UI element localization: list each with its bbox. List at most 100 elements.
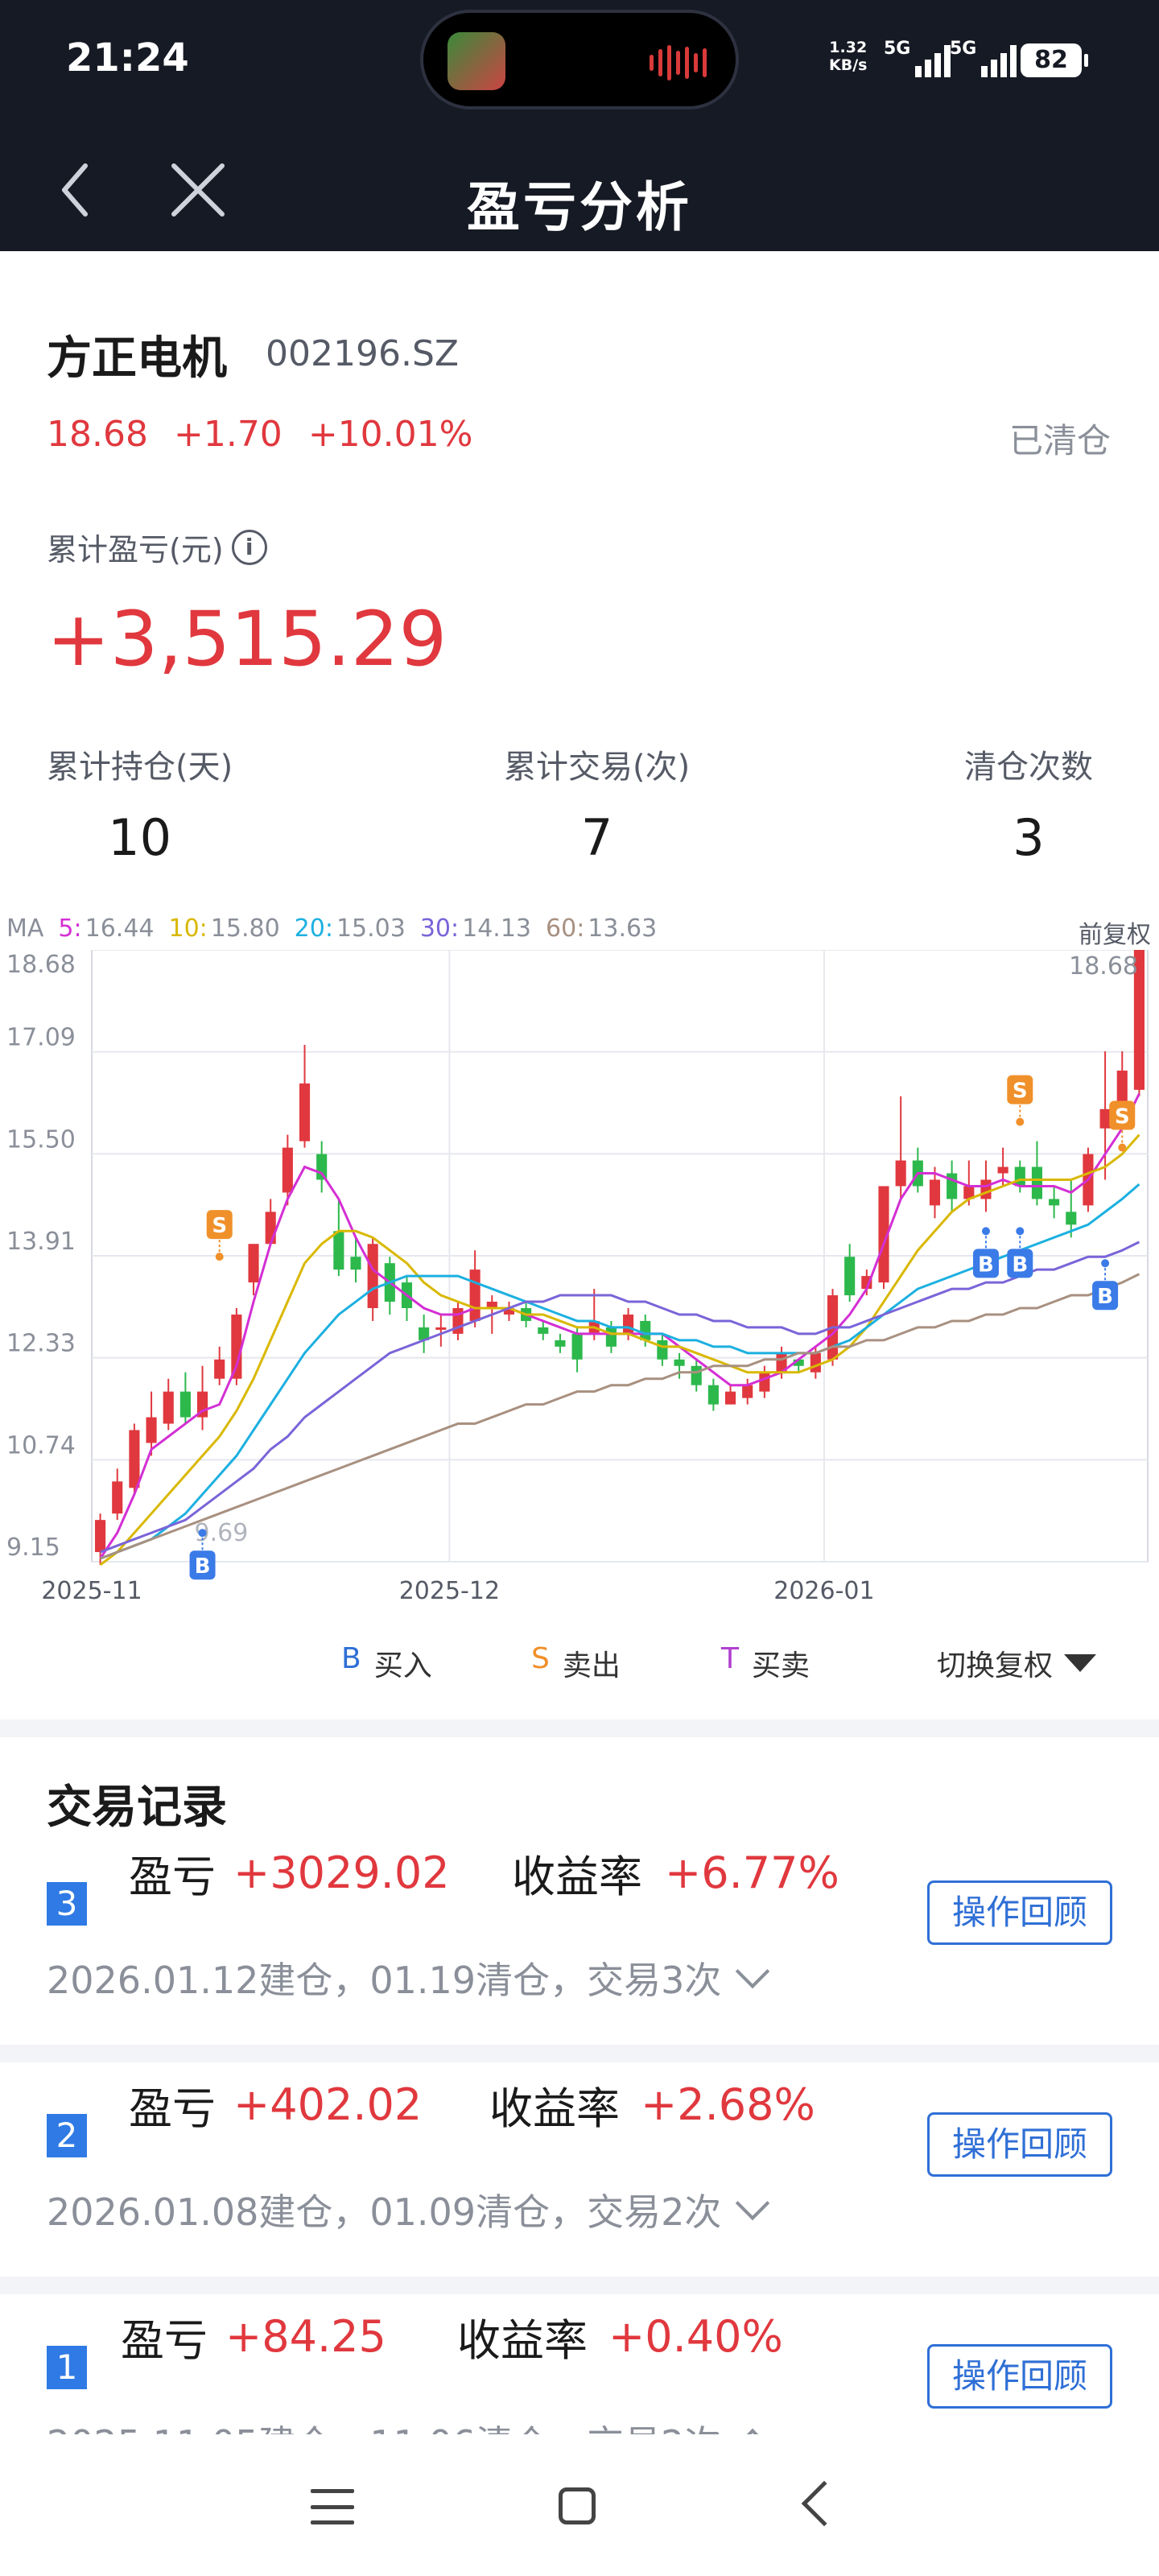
section-divider [0, 1719, 1159, 1737]
stat-trade-count: 累计交易(次) 7 [504, 749, 691, 867]
candle-body [674, 1359, 685, 1366]
battery-icon: 82 [1021, 43, 1088, 77]
candle-body [231, 1314, 242, 1379]
position-status: 已清仓 [1008, 421, 1111, 460]
max-price-label: 18.68 [1069, 952, 1138, 980]
candle-body [538, 1327, 549, 1334]
candle-body [895, 1160, 906, 1187]
ma30-line [100, 1241, 1140, 1554]
x-tick-label: 2025-11 [41, 1577, 142, 1605]
candle-body [810, 1352, 821, 1373]
stat-clear-count: 清仓次数 3 [964, 749, 1093, 867]
candle-body [333, 1231, 344, 1270]
candle-body [1099, 1108, 1111, 1129]
trade-marker-s [1109, 1100, 1136, 1130]
ma-legend: MA 5: 16.44 10: 15.80 20: 15.03 30: 14.13 60… [6, 914, 658, 943]
review-button[interactable]: 操作回顾 [927, 2112, 1112, 2177]
review-button[interactable]: 操作回顾 [927, 1880, 1112, 1945]
section-divider [0, 2277, 1159, 2294]
trade-marker-label: S [1013, 1080, 1028, 1104]
menu-icon[interactable] [311, 2489, 354, 2524]
stats-row: 累计持仓(天) 10 累计交易(次) 7 清仓次数 3 [47, 741, 1112, 869]
candle-body [179, 1391, 191, 1418]
switch-adjust-button[interactable]: 切换复权 [937, 1642, 1097, 1684]
candle-body [793, 1359, 804, 1366]
candle-body [555, 1340, 566, 1347]
candle-body [724, 1391, 736, 1405]
record-index-badge: 3 [47, 1882, 87, 1926]
legend-sell: S 卖出 [531, 1642, 621, 1682]
ma10-legend: 10: 15.80 [168, 914, 280, 943]
legend-buy: B 买入 [341, 1642, 432, 1682]
record-detail: 2026.01.08建仓，01.09清仓，交易2次 [47, 2190, 722, 2234]
candle-body [112, 1481, 123, 1514]
candle-body [248, 1244, 259, 1283]
stock-change: +1.70 [173, 414, 283, 455]
status-bar: 21:24 1.32 KB/s 5G 5G 82 [0, 0, 1159, 129]
y-tick-label: 10.74 [6, 1431, 76, 1459]
marker-dot [198, 1529, 207, 1538]
trade-marker-s [206, 1210, 233, 1240]
x-tick-label: 2025-12 [399, 1577, 500, 1605]
chevron-down-icon[interactable] [736, 1954, 770, 1989]
app-thumbnail-icon [448, 32, 505, 90]
trade-record-1[interactable]: 1 盈亏 +84.25 收益率 +0.40% 操作回顾 2025.11.05建仓… [0, 2315, 1159, 2434]
stock-code: 002196.SZ [266, 333, 460, 374]
ma20-line [100, 1183, 1140, 1560]
trade-record-2[interactable]: 2 盈亏 +402.02 收益率 +2.68% 操作回顾 2026.01.08建… [0, 2079, 1159, 2285]
stock-price: 18.68 [47, 414, 148, 455]
kline-chart[interactable]: 18.68 17.09 15.50 13.91 12.33 10.74 9.15 2025-1… [0, 950, 1159, 1610]
candle-body [691, 1365, 702, 1385]
candle-body [469, 1269, 481, 1321]
signal-sim2-icon: 5G [950, 39, 1017, 77]
trade-marker-label: S [212, 1214, 227, 1238]
candle-body [1116, 1070, 1128, 1103]
candle-body [707, 1385, 719, 1405]
back-icon[interactable] [801, 2480, 848, 2527]
ma20-legend: 20: 15.03 [294, 914, 406, 943]
candle-body [316, 1154, 328, 1180]
ma5-legend: 5: 16.44 [58, 914, 155, 943]
stat-holding-days: 累计持仓(天) 10 [47, 749, 233, 867]
trade-marker-label: S [1115, 1105, 1130, 1129]
review-button[interactable]: 操作回顾 [927, 2344, 1112, 2409]
system-nav-bar [0, 2434, 1159, 2576]
marker-dot [1101, 1259, 1110, 1268]
close-icon[interactable] [166, 158, 230, 222]
trade-marker-label: B [1012, 1253, 1028, 1277]
trade-marker-label: B [1097, 1285, 1113, 1309]
candle-body [657, 1340, 668, 1360]
home-icon[interactable] [559, 2487, 596, 2524]
candle-body [571, 1333, 583, 1360]
candle-body [878, 1186, 889, 1283]
record-detail: 2025.11.05建仓，11.06清仓，交易2次 [47, 2415, 721, 2434]
info-icon[interactable]: i [231, 529, 267, 565]
adjust-mode-label[interactable]: 前复权 [1079, 921, 1151, 949]
trade-marker-b [972, 1249, 999, 1278]
clock: 21:24 [66, 35, 189, 80]
stock-change-pct: +10.01% [307, 414, 473, 455]
candle-body [503, 1307, 515, 1315]
candle-body [759, 1372, 770, 1392]
dynamic-island[interactable] [420, 10, 739, 109]
ma60-line [100, 1273, 1140, 1560]
marker-dot [1016, 1227, 1025, 1236]
chevron-down-icon[interactable] [736, 2186, 770, 2221]
chevron-left-icon[interactable] [45, 158, 109, 222]
page-title: 盈亏分析 [467, 176, 692, 238]
trade-marker-b [1007, 1249, 1033, 1278]
stock-name: 方正电机 [47, 332, 227, 385]
trade-record-3[interactable]: 3 盈亏 +3029.02 收益率 +6.77% 操作回顾 2026.01.12… [0, 1847, 1159, 2053]
record-rate: +0.40% [608, 2315, 783, 2362]
x-tick-label: 2026-01 [773, 1577, 874, 1605]
price-row: 18.68 +1.70 +10.01% [47, 414, 472, 455]
chevron-up-icon[interactable] [736, 2428, 770, 2434]
caret-down-icon [1064, 1654, 1097, 1672]
candle-body [980, 1179, 992, 1199]
network-speed: 1.32 KB/s [829, 39, 868, 74]
candle-body [146, 1417, 157, 1443]
candle-body [299, 1083, 311, 1141]
y-tick-label: 17.09 [6, 1024, 76, 1052]
audio-wave-icon [650, 43, 707, 82]
marker-dot [1016, 1117, 1025, 1126]
